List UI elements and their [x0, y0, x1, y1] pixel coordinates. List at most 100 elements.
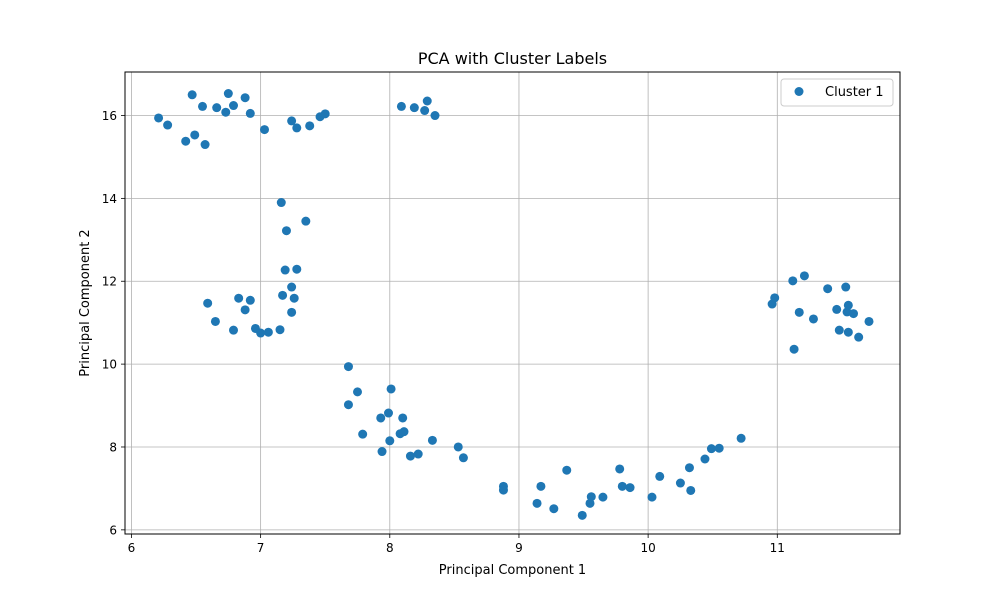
scatter-point	[409, 103, 419, 113]
scatter-point	[385, 436, 395, 446]
scatter-point	[292, 123, 302, 133]
x-tick-label: 6	[128, 541, 136, 555]
scatter-point	[617, 481, 627, 491]
y-tick-label: 8	[109, 440, 117, 454]
scatter-point	[287, 282, 297, 292]
scatter-point	[260, 125, 269, 135]
scatter-point	[229, 101, 238, 111]
scatter-point	[422, 96, 432, 106]
scatter-point	[536, 481, 546, 491]
scatter-point	[849, 309, 858, 319]
scatter-point	[181, 136, 191, 146]
scatter-point	[154, 113, 164, 123]
plot-area: 6 7 8 9 10 11 6 8 10 12 14 16	[102, 71, 901, 555]
legend-box	[780, 78, 894, 107]
scatter-point	[684, 463, 694, 473]
scatter-point	[187, 90, 197, 100]
scatter-point	[281, 226, 291, 236]
scatter-point	[700, 454, 710, 464]
scatter-point	[532, 498, 542, 508]
scatter-point	[736, 433, 746, 443]
scatter-point	[292, 264, 302, 274]
scatter-point	[203, 298, 213, 308]
scatter-point	[245, 295, 255, 305]
scatter-point	[275, 325, 285, 335]
scatter-point	[625, 483, 635, 493]
y-axis-ticks: 6 8 10 12 14 16	[102, 109, 125, 537]
scatter-point	[843, 300, 853, 310]
scatter-point	[384, 408, 393, 418]
chart-title: PCA with Cluster Labels	[418, 49, 607, 68]
scatter-point	[343, 400, 353, 410]
y-tick-label: 12	[102, 275, 117, 289]
scatter-point	[675, 478, 685, 488]
scatter-point	[210, 316, 220, 326]
scatter-point	[200, 140, 210, 150]
scatter-point	[586, 492, 596, 502]
y-tick-label: 14	[102, 192, 117, 206]
x-axis-ticks: 6 7 8 9 10 11	[128, 534, 785, 555]
scatter-point	[320, 109, 330, 119]
scatter-point	[714, 443, 724, 453]
scatter-point	[280, 265, 290, 275]
scatter-point	[386, 384, 396, 394]
scatter-point	[256, 328, 266, 338]
scatter-point	[343, 362, 353, 372]
scatter-point	[398, 413, 408, 423]
y-axis-label: Principal Component 2	[78, 229, 93, 376]
scatter-point	[706, 444, 716, 454]
scatter-point	[190, 130, 200, 140]
scatter-point	[198, 101, 207, 111]
scatter-point	[686, 485, 696, 495]
scatter-point	[278, 290, 288, 300]
scatter-point	[458, 453, 468, 463]
scatter-point	[287, 116, 297, 126]
scatter-point	[788, 276, 798, 286]
scatter-point	[789, 344, 799, 354]
scatter-point	[615, 464, 625, 474]
scatter-points	[154, 89, 874, 520]
y-tick-label: 16	[102, 109, 117, 123]
scatter-point	[577, 510, 587, 520]
x-tick-label: 8	[386, 541, 394, 555]
legend: Cluster 1	[780, 78, 894, 107]
scatter-point	[655, 471, 665, 481]
scatter-point	[276, 198, 286, 208]
scatter-point	[240, 93, 250, 103]
scatter-point	[770, 293, 780, 303]
scatter-point	[289, 293, 299, 303]
x-tick-label: 7	[257, 541, 265, 555]
x-axis-label: Principal Component 1	[439, 563, 586, 578]
scatter-point	[832, 304, 842, 314]
scatter-point	[221, 107, 231, 117]
scatter-point	[263, 327, 273, 337]
scatter-point	[799, 271, 809, 281]
scatter-point	[843, 327, 853, 337]
scatter-point	[240, 305, 250, 315]
scatter-point	[854, 332, 864, 342]
y-tick-label: 6	[109, 523, 117, 537]
scatter-point	[377, 447, 387, 457]
scatter-point	[498, 485, 508, 495]
grid-lines	[125, 72, 900, 534]
scatter-point	[396, 101, 406, 111]
scatter-point	[841, 282, 851, 292]
scatter-point	[376, 413, 386, 423]
scatter-point	[823, 284, 833, 294]
scatter-point	[287, 307, 297, 317]
scatter-point	[234, 293, 244, 303]
scatter-point	[301, 216, 311, 226]
scatter-point	[808, 314, 818, 324]
scatter-point	[405, 451, 415, 461]
x-tick-label: 11	[770, 541, 785, 555]
x-tick-label: 10	[640, 541, 655, 555]
scatter-point	[562, 465, 572, 475]
scatter-point	[864, 316, 874, 326]
scatter-point	[430, 111, 440, 121]
scatter-point	[453, 442, 463, 452]
scatter-point	[399, 427, 409, 437]
scatter-point	[229, 325, 238, 335]
scatter-point	[598, 492, 608, 502]
scatter-point	[212, 103, 222, 113]
